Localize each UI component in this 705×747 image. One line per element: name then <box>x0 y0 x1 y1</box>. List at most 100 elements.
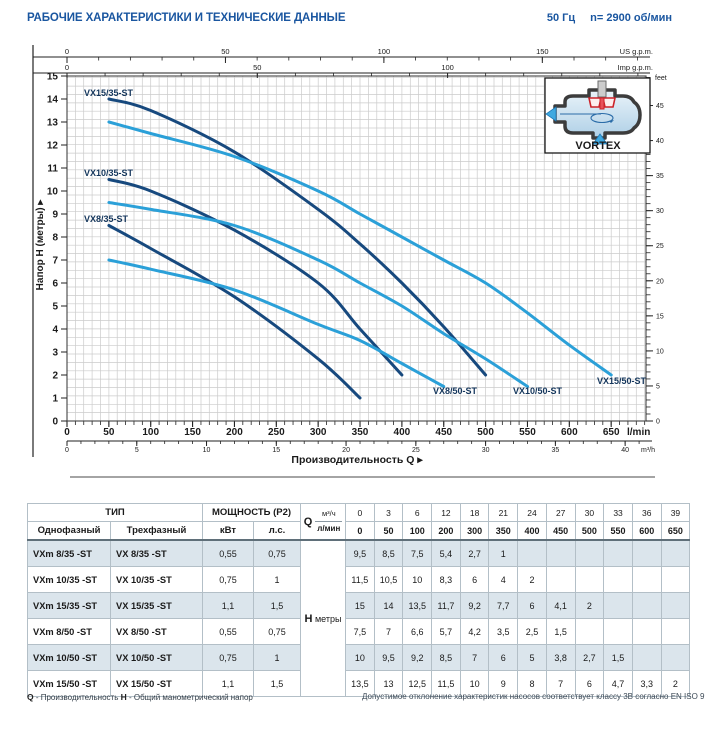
head-value: 6 <box>517 592 547 619</box>
head-value: 7 <box>459 644 490 671</box>
header-type: ТИП <box>27 503 203 522</box>
head-value: 9,5 <box>373 644 404 671</box>
model-three-phase: VX 15/50 -ST <box>110 670 203 697</box>
head-value: 9,2 <box>402 644 433 671</box>
head-value: 11,5 <box>345 566 375 593</box>
legend-q-text: - Производительность <box>33 693 121 702</box>
head-value <box>574 539 605 567</box>
head-value <box>660 539 691 567</box>
head-value: 4,7 <box>603 670 633 697</box>
q-m3h-value: 33 <box>603 503 633 522</box>
curve-VX8/50-ST <box>107 258 446 388</box>
table-row-VXm 10/50 -ST: VXm 10/50 -ST VX 10/50 -ST 0,75 1 10 9,5 9,2 8,… <box>27 644 691 671</box>
h-symbol: H <box>304 612 313 625</box>
head-value: 8,5 <box>373 539 404 567</box>
power-hp: 1 <box>252 566 302 593</box>
curve-label-VX15/50-ST: VX15/50-ST <box>597 376 647 386</box>
h-axis-tick-label: 6 <box>52 279 58 290</box>
q-lmin-value: 50 <box>373 521 404 541</box>
head-value: 6,6 <box>402 618 433 645</box>
head-value: 8,3 <box>431 566 461 593</box>
h-axis-tick-label: 13 <box>47 118 59 129</box>
us-gpm-tick-label: 150 <box>536 47 549 56</box>
us-gpm-tick-label: 100 <box>378 47 391 56</box>
h-axis-tick-label: 12 <box>47 141 59 152</box>
table-row-VXm 15/35 -ST: VXm 15/35 -ST VX 15/35 -ST 1,1 1,5 15 14 13,5 1… <box>27 592 691 619</box>
frequency-speed: 50 Гц n= 2900 об/мин <box>547 12 672 24</box>
h-axis-tick-label: 8 <box>52 233 58 244</box>
head-value <box>631 644 662 671</box>
head-value: 3,3 <box>631 670 662 697</box>
head-value: 10,5 <box>373 566 404 593</box>
q-m3h-value: 12 <box>431 503 461 522</box>
h-axis-tick-label: 15 <box>47 72 59 83</box>
model-three-phase: VX 10/35 -ST <box>110 566 203 593</box>
legend-footnote: Q - Производительность H - Общий маномет… <box>27 692 253 702</box>
m3h-tick-label: 40 <box>621 447 629 454</box>
head-value: 2,7 <box>459 539 490 567</box>
head-value: 1,5 <box>603 644 633 671</box>
vortex-inset: VORTEX <box>544 77 651 154</box>
head-value <box>574 566 605 593</box>
head-value: 10 <box>345 644 375 671</box>
head-value: 13,5 <box>345 670 375 697</box>
q-unit-lmin: л/мин <box>317 523 341 533</box>
impeller-hub <box>599 97 605 110</box>
head-value: 13,5 <box>402 592 433 619</box>
q-lmin-value: 100 <box>402 521 433 541</box>
lmin-tick-label: 100 <box>142 427 159 438</box>
feet-unit-label: feet <box>655 75 667 82</box>
header-h-metres: H метры <box>300 539 347 697</box>
legend-h-symbol: H <box>120 692 127 702</box>
head-value <box>660 644 691 671</box>
h-axis-tick-label: 3 <box>52 348 58 359</box>
h-axis-tick-label: 9 <box>52 210 58 221</box>
power-hp: 1,5 <box>252 670 302 697</box>
page-title: РАБОЧИЕ ХАРАКТЕРИСТИКИ И ТЕХНИЧЕСКИЕ ДАН… <box>27 12 346 24</box>
head-value: 2,7 <box>574 644 605 671</box>
m3h-tick-label: 35 <box>551 447 559 454</box>
lmin-tick-label: 50 <box>103 427 115 438</box>
q-lmin-value: 200 <box>431 521 461 541</box>
tolerance-footnote: Допустимое отклонение характеристик насо… <box>362 692 705 701</box>
power-hp: 1 <box>252 644 302 671</box>
model-single-phase: VXm 10/35 -ST <box>27 566 111 593</box>
legend-q-symbol: Q <box>27 692 34 702</box>
m3h-tick-label: 30 <box>482 447 490 454</box>
head-value: 6 <box>488 644 519 671</box>
imp-gpm-tick-label: 50 <box>253 63 261 72</box>
head-value <box>545 566 576 593</box>
performance-chart: 0 50 100 150 US g.p.m.0 50 100 Imp g.p.m.012345… <box>32 45 667 478</box>
impeller-blade-left-icon <box>588 97 602 108</box>
power-hp: 1,5 <box>252 592 302 619</box>
q-symbol: Q <box>303 515 313 528</box>
head-value: 1 <box>488 539 519 567</box>
header-single-phase: Однофазный <box>27 521 111 541</box>
curve-label-VX10/50-ST: VX10/50-ST <box>513 386 563 396</box>
head-value <box>517 539 547 567</box>
head-value <box>660 618 691 645</box>
head-value: 7,5 <box>402 539 433 567</box>
m3h-tick-label: 25 <box>412 447 420 454</box>
head-value: 13 <box>373 670 404 697</box>
q-lmin-value: 350 <box>488 521 519 541</box>
header-hp: л.с. <box>252 521 302 541</box>
power-kw: 0,75 <box>202 566 254 593</box>
curve-VX15/50-ST <box>107 120 613 377</box>
feet-tick-label: 25 <box>656 243 664 250</box>
head-value <box>603 618 633 645</box>
imp-gpm-tick-label: 0 <box>65 63 69 72</box>
q-lmin-value: 0 <box>345 521 375 541</box>
model-single-phase: VXm 15/35 -ST <box>27 592 111 619</box>
table-row-VXm 15/50 -ST: VXm 15/50 -ST VX 15/50 -ST 1,1 1,5 13,5 13 12,… <box>27 670 691 697</box>
head-value: 15 <box>345 592 375 619</box>
head-value: 4,1 <box>545 592 576 619</box>
q-m3h-value: 30 <box>574 503 605 522</box>
model-single-phase: VXm 10/50 -ST <box>27 644 111 671</box>
q-lmin-value: 300 <box>459 521 490 541</box>
head-value: 5 <box>517 644 547 671</box>
h-axis-tick-label: 11 <box>47 164 58 175</box>
head-value <box>660 566 691 593</box>
h-axis-tick-label: 14 <box>47 95 59 106</box>
